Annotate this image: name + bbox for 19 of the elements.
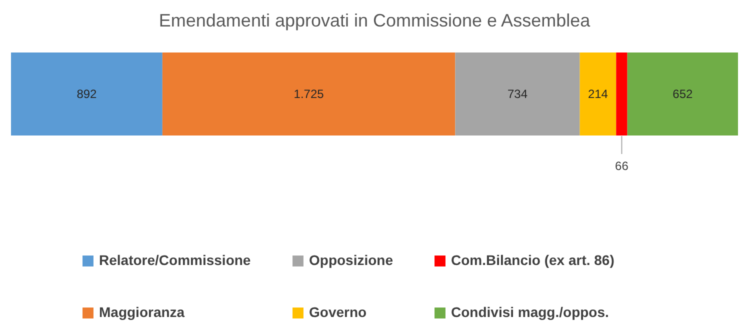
- legend-label: Com.Bilancio (ex art. 86): [451, 252, 614, 268]
- bar: [627, 52, 738, 136]
- data-label: 214: [588, 87, 608, 101]
- chart-title: Emendamenti approvati in Commissione e Assemblea: [158, 10, 592, 30]
- data-label: 1.725: [294, 87, 324, 101]
- bar: [580, 52, 616, 136]
- legend-label: Condivisi magg./oppos.: [451, 304, 609, 320]
- data-label: 892: [76, 87, 98, 101]
- legend-label: Maggioranza: [99, 304, 185, 320]
- bar: [455, 52, 580, 136]
- legend-label: Opposizione: [309, 252, 394, 268]
- data-label: 66: [615, 159, 629, 173]
- data-label: 734: [507, 87, 528, 101]
- bar: [616, 52, 628, 136]
- legend-label: Relatore/Commissione: [99, 252, 251, 268]
- bar: [162, 52, 456, 136]
- data-label: 652: [672, 87, 693, 101]
- bar: [11, 52, 162, 136]
- legend-label: Governo: [309, 304, 367, 320]
